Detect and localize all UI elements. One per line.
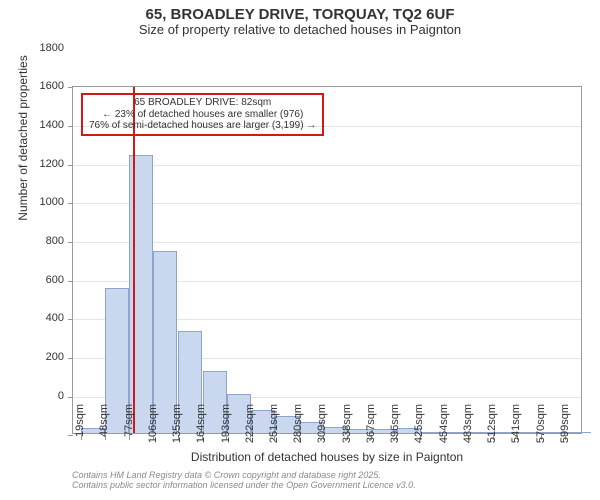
x-tick-label: 599sqm bbox=[559, 404, 571, 443]
x-axis-label: Distribution of detached houses by size … bbox=[72, 450, 582, 464]
y-tick-label: 0 bbox=[14, 390, 64, 402]
y-tick-label: 600 bbox=[14, 274, 64, 286]
x-tick-label: 164sqm bbox=[195, 404, 207, 443]
x-tick-label: 309sqm bbox=[316, 404, 328, 443]
chart-subtitle: Size of property relative to detached ho… bbox=[0, 23, 600, 38]
y-tick-mark bbox=[68, 203, 73, 204]
x-tick-label: 512sqm bbox=[486, 404, 498, 443]
x-tick-label: 541sqm bbox=[510, 404, 522, 443]
y-tick-mark bbox=[68, 358, 73, 359]
property-annotation: 65 BROADLEY DRIVE: 82sqm← 23% of detache… bbox=[81, 93, 324, 136]
x-tick-label: 280sqm bbox=[292, 404, 304, 443]
x-tick-label: 222sqm bbox=[244, 404, 256, 443]
x-tick-label: 367sqm bbox=[365, 404, 377, 443]
y-tick-label: 1600 bbox=[14, 80, 64, 92]
data-attribution: Contains HM Land Registry data © Crown c… bbox=[72, 470, 416, 490]
y-tick-label: 1000 bbox=[14, 196, 64, 208]
x-tick-label: 251sqm bbox=[268, 404, 280, 443]
x-tick-label: 48sqm bbox=[98, 404, 110, 437]
y-tick-label: 800 bbox=[14, 235, 64, 247]
y-tick-mark bbox=[68, 242, 73, 243]
y-tick-label: 1800 bbox=[14, 42, 64, 54]
property-marker-line bbox=[133, 87, 135, 433]
y-tick-mark bbox=[68, 435, 73, 436]
x-tick-label: 338sqm bbox=[341, 404, 353, 443]
x-tick-label: 19sqm bbox=[74, 404, 86, 437]
y-tick-mark bbox=[68, 126, 73, 127]
y-tick-label: 1400 bbox=[14, 119, 64, 131]
x-tick-label: 135sqm bbox=[171, 404, 183, 443]
y-tick-label: 1200 bbox=[14, 158, 64, 170]
x-tick-label: 483sqm bbox=[462, 404, 474, 443]
y-tick-label: 400 bbox=[14, 312, 64, 324]
x-tick-label: 396sqm bbox=[389, 404, 401, 443]
y-tick-mark bbox=[68, 397, 73, 398]
y-tick-mark bbox=[68, 165, 73, 166]
y-tick-mark bbox=[68, 87, 73, 88]
x-tick-label: 454sqm bbox=[438, 404, 450, 443]
annotation-line: 65 BROADLEY DRIVE: 82sqm bbox=[89, 97, 316, 109]
y-tick-mark bbox=[68, 319, 73, 320]
attribution-line: Contains public sector information licen… bbox=[72, 480, 416, 490]
x-tick-label: 106sqm bbox=[147, 404, 159, 443]
y-tick-label: 200 bbox=[14, 351, 64, 363]
annotation-line: 76% of semi-detached houses are larger (… bbox=[89, 120, 316, 132]
x-tick-label: 425sqm bbox=[413, 404, 425, 443]
attribution-line: Contains HM Land Registry data © Crown c… bbox=[72, 470, 416, 480]
x-tick-label: 77sqm bbox=[123, 404, 135, 437]
x-tick-label: 193sqm bbox=[220, 404, 232, 443]
x-tick-label: 570sqm bbox=[535, 404, 547, 443]
annotation-line: ← 23% of detached houses are smaller (97… bbox=[89, 109, 316, 121]
plot-area: 65 BROADLEY DRIVE: 82sqm← 23% of detache… bbox=[72, 86, 582, 434]
y-tick-mark bbox=[68, 281, 73, 282]
chart-title: 65, BROADLEY DRIVE, TORQUAY, TQ2 6UF bbox=[0, 0, 600, 23]
